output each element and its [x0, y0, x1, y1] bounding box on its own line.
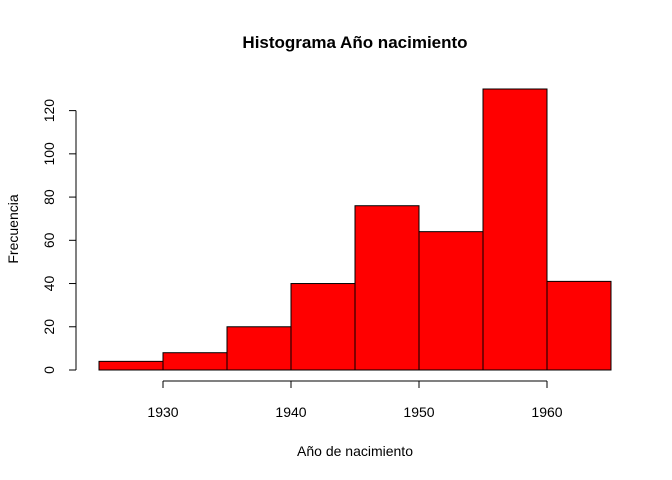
- x-axis: 1930 1940 1950 1960: [147, 380, 563, 420]
- x-tick-label: 1930: [147, 404, 178, 420]
- y-tick-label: 100: [41, 142, 57, 166]
- histogram-bar: [418, 231, 484, 371]
- histogram-bar: [290, 283, 356, 371]
- x-axis-label: Año de nacimiento: [297, 443, 413, 459]
- y-tick-label: 20: [41, 319, 57, 335]
- y-tick-label: 120: [41, 99, 57, 123]
- histogram-bar: [226, 326, 292, 371]
- histogram-bar: [546, 280, 612, 371]
- histogram-bar: [482, 88, 548, 371]
- x-tick-label: 1960: [531, 404, 562, 420]
- y-axis-label: Frecuencia: [5, 194, 21, 263]
- y-tick-label: 80: [41, 189, 57, 205]
- y-axis: 0 20 40 60 80 100 120: [41, 99, 77, 374]
- x-tick-label: 1940: [275, 404, 306, 420]
- y-tick-label: 0: [41, 366, 57, 374]
- histogram-bar: [354, 205, 420, 371]
- y-tick-label: 40: [41, 276, 57, 292]
- histogram-bar: [162, 352, 228, 371]
- bars-group: [98, 88, 612, 371]
- chart-title: Histograma Año nacimiento: [242, 33, 467, 52]
- y-tick-label: 60: [41, 232, 57, 248]
- x-tick-label: 1950: [403, 404, 434, 420]
- histogram-bar: [98, 360, 164, 371]
